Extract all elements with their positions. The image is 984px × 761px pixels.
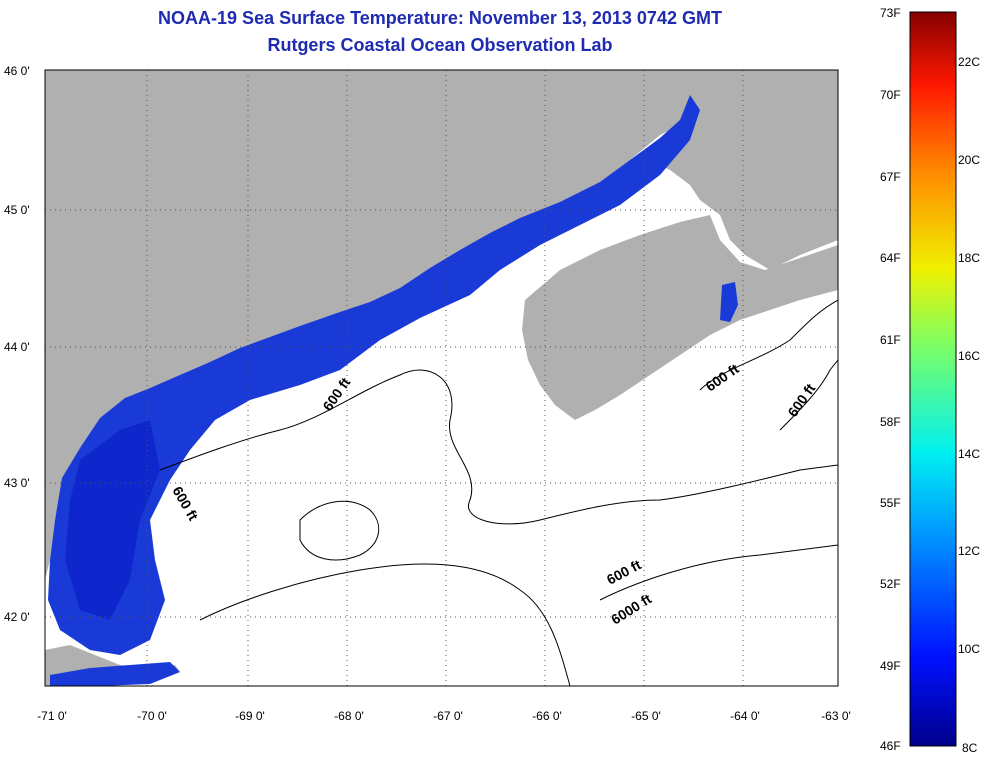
colorbar-c-label: 22C	[958, 55, 980, 69]
lon-label: -64 0'	[730, 709, 760, 723]
colorbar-c-label: 14C	[958, 447, 980, 461]
lat-label: 45 0'	[4, 203, 30, 217]
lon-label: -69 0'	[235, 709, 265, 723]
lat-label: 46 0'	[4, 64, 30, 78]
colorbar-f-label: 67F	[880, 170, 901, 184]
colorbar-f-label: 70F	[880, 88, 901, 102]
colorbar-c-label: 8C	[962, 741, 978, 755]
sst-deep-patch	[65, 420, 160, 620]
lat-label: 44 0'	[4, 340, 30, 354]
bathymetry-contours	[159, 299, 838, 686]
lon-label: -66 0'	[532, 709, 562, 723]
lon-label: -70 0'	[137, 709, 167, 723]
map-frame	[44, 69, 839, 687]
colorbar-f-label: 58F	[880, 415, 901, 429]
colorbar-f-label: 55F	[880, 496, 901, 510]
lat-label: 42 0'	[4, 610, 30, 624]
sst-fundy-patch	[720, 282, 738, 322]
colorbar-f-label: 73F	[880, 6, 901, 20]
colorbar-f-label: 61F	[880, 333, 901, 347]
colorbar-c-label: 12C	[958, 544, 980, 558]
colorbar-f-label: 64F	[880, 251, 901, 265]
lon-label: -71 0'	[37, 709, 67, 723]
land-nova-scotia	[522, 215, 838, 420]
graticule	[45, 70, 838, 686]
colorbar-c-label: 20C	[958, 153, 980, 167]
land-mainland	[45, 70, 700, 580]
lon-label: -67 0'	[433, 709, 463, 723]
colorbar-f-label: 52F	[880, 577, 901, 591]
colorbar	[909, 11, 957, 747]
colorbar-c-label: 18C	[958, 251, 980, 265]
lon-label: -68 0'	[334, 709, 364, 723]
colorbar-f-label: 49F	[880, 659, 901, 673]
colorbar-c-label: 16C	[958, 349, 980, 363]
land-northeast	[650, 70, 838, 270]
colorbar-f-label: 46F	[880, 739, 901, 753]
map-title: NOAA-19 Sea Surface Temperature: Novembe…	[158, 8, 722, 28]
lon-label: -65 0'	[631, 709, 661, 723]
map-subtitle: Rutgers Coastal Ocean Observation Lab	[267, 35, 613, 55]
colorbar-c-label: 10C	[958, 642, 980, 656]
lat-label: 43 0'	[4, 476, 30, 490]
lon-label: -63 0'	[821, 709, 851, 723]
sst-coastal-swath	[48, 95, 700, 655]
